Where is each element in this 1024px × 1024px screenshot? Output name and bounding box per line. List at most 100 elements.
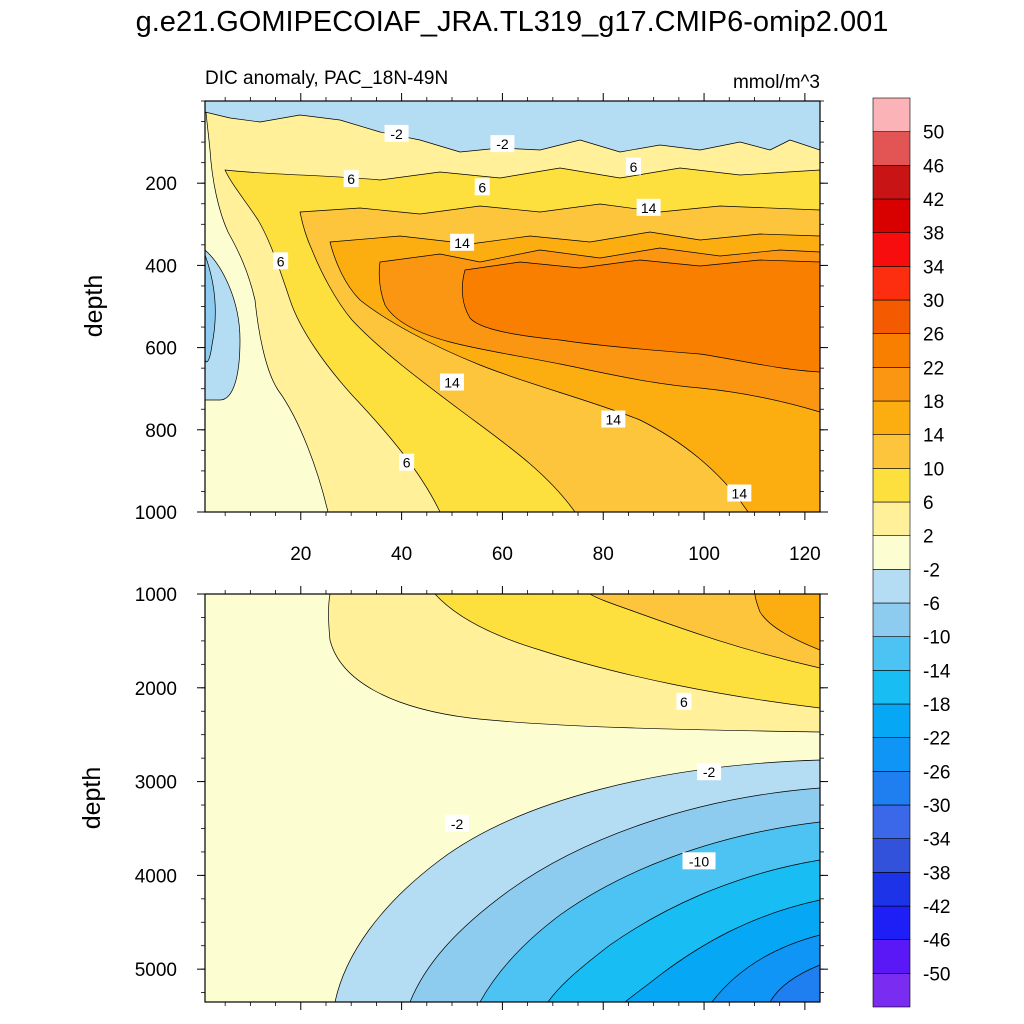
colorbar-swatch	[872, 468, 911, 503]
colorbar-swatch	[872, 131, 911, 166]
colorbar-swatch	[872, 535, 911, 570]
band-neg6-neg2-surface	[205, 101, 820, 153]
x-tick-label: 60	[492, 544, 513, 565]
colorbar-swatch	[872, 703, 911, 738]
colorbar-label: 26	[923, 325, 944, 346]
contour-label-text: 14	[641, 200, 657, 216]
x-tick-label: 80	[593, 544, 614, 565]
upper-panel: 20 40 60 80 100 120 200 400 600 800 1000 -2 -2 6 6 6 1…	[135, 93, 828, 565]
colorbar-label: -14	[923, 661, 951, 682]
contour-label-text: 6	[347, 171, 355, 187]
colorbar-label: 2	[923, 527, 934, 548]
upper-x-ticks: 20 40 60 80 100 120	[224, 93, 821, 565]
contour-label-bg	[697, 763, 722, 781]
y-tick-label: 200	[145, 174, 177, 195]
contour-label-bg	[273, 252, 289, 270]
y-tick-label: 1000	[135, 585, 177, 606]
colorbar-swatch	[872, 602, 911, 637]
contour-label: 14	[440, 373, 465, 391]
contour-label-bg	[676, 692, 692, 710]
upper-contour-labels: -2 -2 6 6 6 14 14 6 14 14 6 14	[273, 124, 752, 502]
contour-label-bg	[445, 814, 470, 832]
colorbar-swatch	[872, 939, 911, 974]
band-22-26	[461, 259, 820, 373]
colorbar-label: 42	[923, 190, 944, 211]
colorbar-swatch	[872, 232, 911, 267]
band-14-18	[754, 594, 820, 651]
colorbar-label: 22	[923, 358, 944, 379]
lower-x-ticks	[224, 586, 806, 1010]
contour-label: 6	[676, 692, 692, 710]
contour-label: 6	[399, 453, 415, 471]
y-tick-label: 800	[145, 421, 177, 442]
contour-label-text: -2	[451, 816, 464, 832]
colorbar-swatch	[872, 771, 911, 806]
units-label: mmol/m^3	[733, 72, 820, 93]
colorbar-swatch	[872, 97, 911, 132]
contour-label-text: 14	[732, 486, 748, 502]
colorbar-swatch	[872, 400, 911, 435]
colorbar-swatch	[872, 299, 911, 334]
colorbar-swatch	[872, 973, 911, 1008]
y-tick-label: 3000	[135, 773, 177, 794]
contour-label: 14	[601, 410, 626, 428]
colorbar-label: -46	[923, 931, 950, 952]
contour-label-text: 6	[478, 179, 486, 195]
y-tick-label: 2000	[135, 679, 177, 700]
contour-label-bg	[343, 170, 359, 188]
colorbar-label: 50	[923, 123, 944, 144]
contour-label-bg	[625, 157, 641, 175]
contour-label: 6	[343, 170, 359, 188]
colorbar-label: -30	[923, 796, 950, 817]
colorbar-swatch	[872, 434, 911, 469]
contour-label-text: -2	[703, 764, 716, 780]
contour-label-text: 14	[454, 235, 470, 251]
colorbar-swatch	[872, 872, 911, 907]
contour-label: 14	[450, 233, 475, 251]
colorbar-label: 6	[923, 493, 934, 514]
contour-label: -2	[697, 763, 722, 781]
colorbar-label: -22	[923, 729, 950, 750]
contour-label-bg	[490, 135, 515, 153]
colorbar-label: -50	[923, 964, 950, 985]
contour-label-text: -2	[390, 126, 403, 142]
y-tick-label: 400	[145, 256, 177, 277]
colorbar-swatch	[872, 165, 911, 200]
contour-label-bg	[384, 124, 409, 142]
colorbar-label: -2	[923, 560, 940, 581]
colorbar-label: 10	[923, 459, 944, 480]
contour-label: 14	[636, 198, 661, 216]
colorbar-swatch	[872, 636, 911, 671]
colorbar-swatch	[872, 198, 911, 233]
contour-label-text: -2	[496, 136, 509, 152]
colorbar-swatch	[872, 501, 911, 536]
contour-label-bg	[636, 198, 661, 216]
colorbar-label: -38	[923, 863, 950, 884]
contour-label: -2	[384, 124, 409, 142]
colorbar-label: 46	[923, 156, 944, 177]
main-title: g.e21.GOMIPECOIAF_JRA.TL319_g17.CMIP6-om…	[135, 6, 889, 38]
colorbar-label: 38	[923, 224, 944, 245]
y-tick-label: 600	[145, 339, 177, 360]
lower-panel: 1000 2000 3000 4000 5000 6 -2 -2 -10	[135, 585, 828, 1010]
y-tick-label: 4000	[135, 866, 177, 887]
lower-plot-frame	[204, 593, 821, 1003]
band-neg10-neg6-left	[205, 254, 216, 363]
contour-label-bg	[601, 410, 626, 428]
lower-y-ticks: 1000 2000 3000 4000 5000	[135, 585, 828, 994]
contour-label-text: 6	[680, 694, 688, 710]
y-tick-label: 5000	[135, 960, 177, 981]
y-tick-label: 1000	[135, 503, 177, 524]
contour-label-bg	[450, 233, 475, 251]
colorbar-label: -26	[923, 762, 950, 783]
contour-label-text: 14	[606, 412, 622, 428]
upper-y-ticks: 200 400 600 800 1000	[135, 100, 828, 524]
contour-label: -2	[490, 135, 515, 153]
contour-label-bg	[440, 373, 465, 391]
colorbar-label: 14	[923, 426, 945, 447]
contour-label-bg	[682, 852, 716, 870]
upper-y-axis-title: depth	[80, 275, 108, 338]
colorbar-swatch	[872, 367, 911, 402]
colorbar-swatch	[872, 266, 911, 301]
